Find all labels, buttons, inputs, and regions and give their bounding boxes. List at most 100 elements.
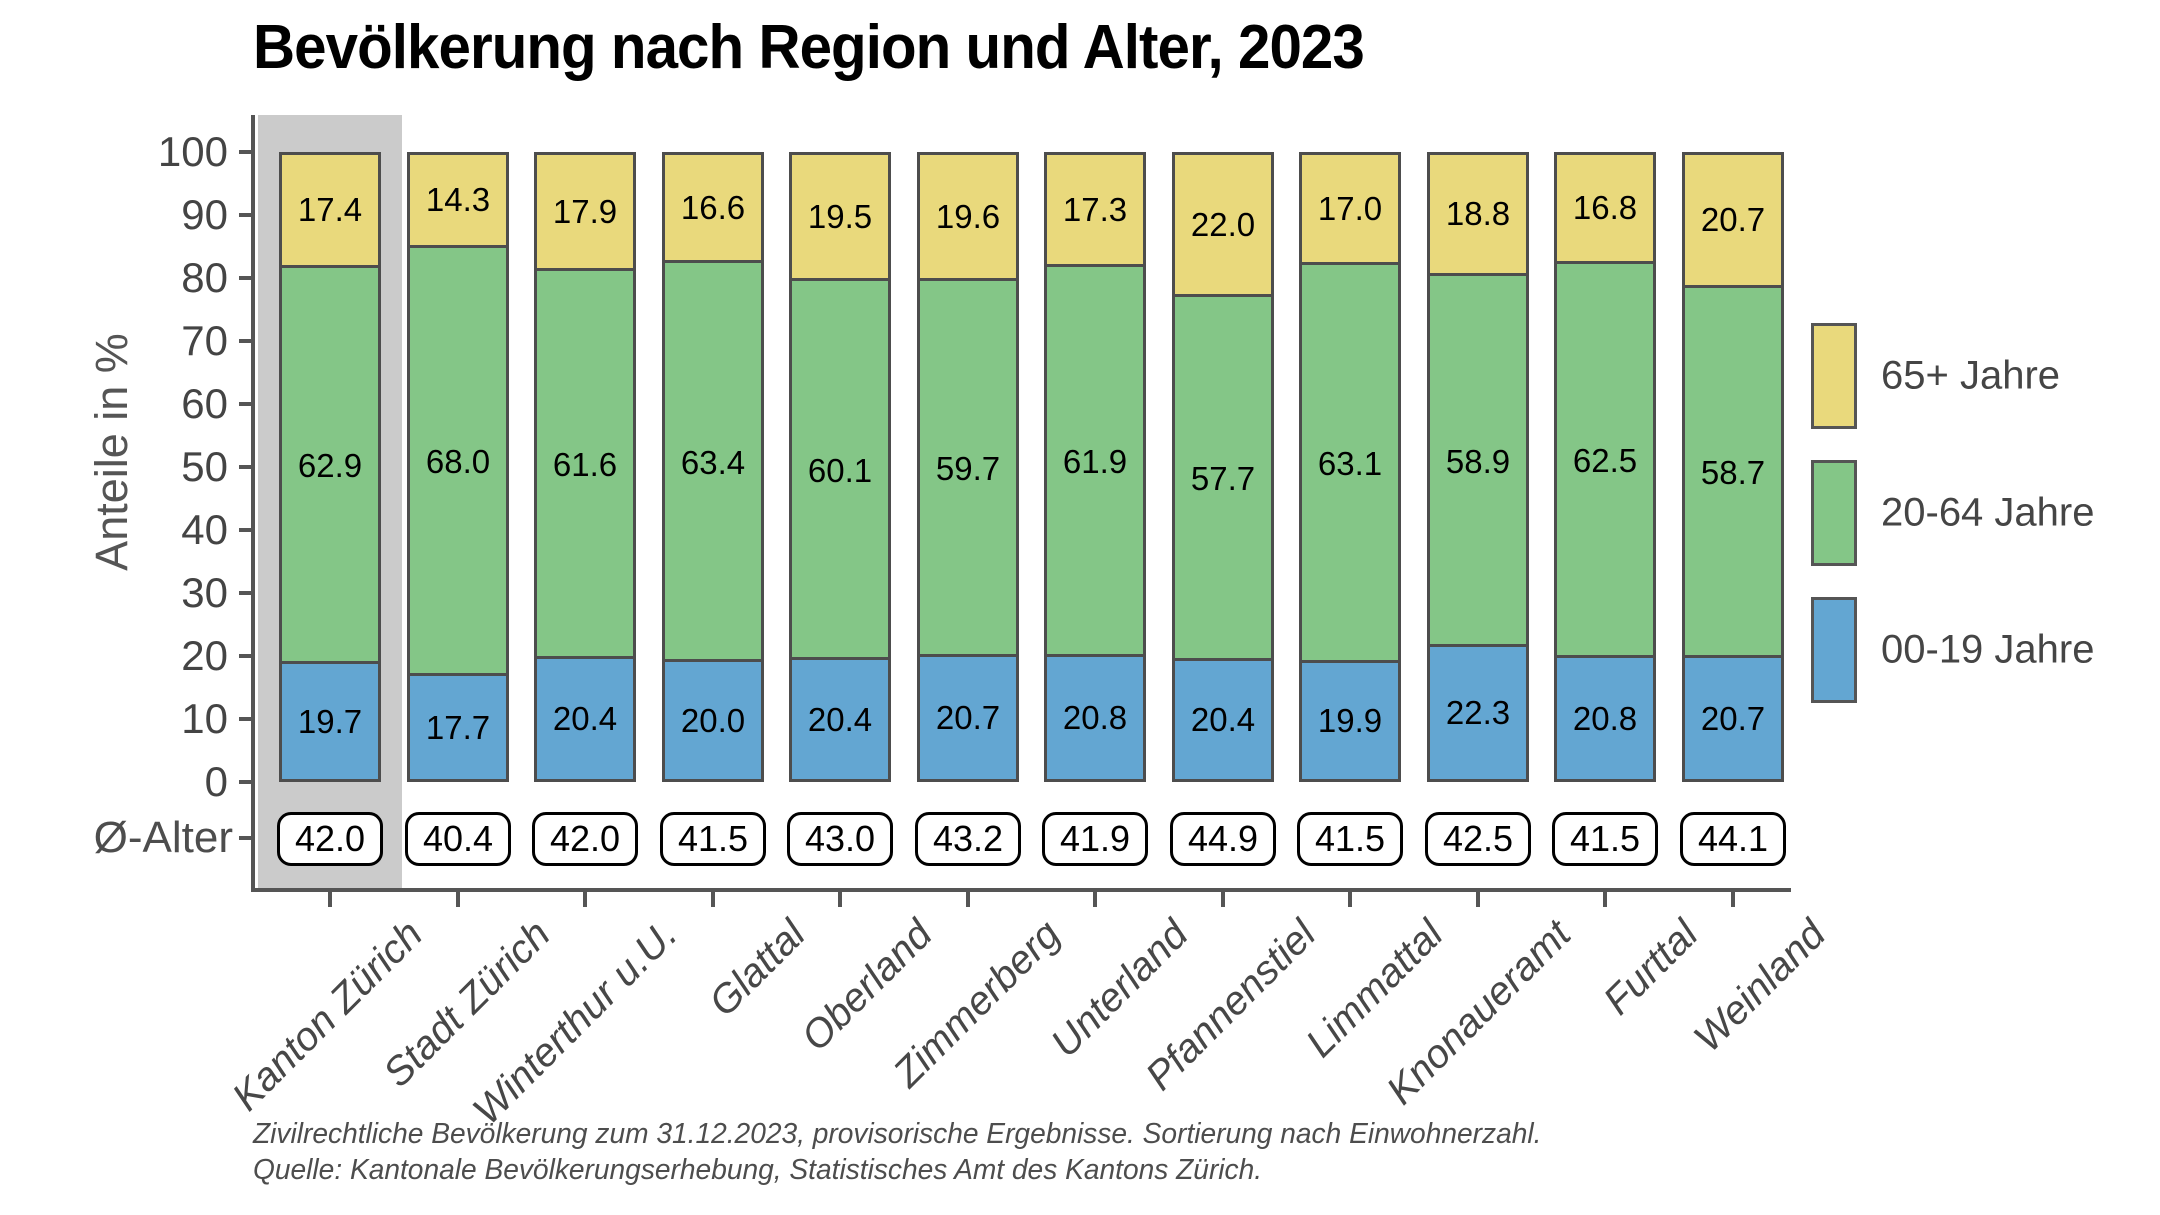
segment-value-label: 59.7 (935, 450, 1001, 487)
legend-swatch-20-64-jahre (1811, 460, 1857, 566)
stacked-bar: 18.8 58.9 22.3 (1427, 152, 1529, 782)
x-tick (838, 892, 842, 907)
segment-value-label: 17.9 (552, 192, 618, 230)
x-tick (1731, 892, 1735, 907)
bar-segment-00-19-jahre: 20.8 (1557, 655, 1653, 779)
bar-segment-00-19-jahre: 20.7 (1685, 655, 1781, 779)
bar-segment-20-64-jahre: 58.7 (1685, 285, 1781, 658)
stacked-bar: 16.8 62.5 20.8 (1554, 152, 1656, 782)
segment-value-label: 17.0 (1317, 189, 1383, 227)
segment-value-label: 19.6 (935, 197, 1001, 235)
segment-value-label: 20.4 (807, 700, 873, 738)
avg-age-box: 41.5 (1552, 812, 1658, 866)
y-tick (239, 339, 252, 343)
bar-segment-20-64-jahre: 62.5 (1557, 261, 1653, 658)
avg-age-box: 42.5 (1425, 812, 1531, 866)
x-tick (1348, 892, 1352, 907)
y-tick-label: 20 (181, 632, 228, 679)
segment-value-label: 22.0 (1190, 205, 1256, 243)
segment-value-label: 18.8 (1445, 195, 1511, 232)
y-tick (239, 150, 252, 154)
legend-swatch-00-19-jahre (1811, 597, 1857, 703)
x-tick (1603, 892, 1607, 907)
bar-segment-20-64-jahre: 61.6 (537, 268, 633, 659)
bar-segment-00-19-jahre: 22.3 (1430, 644, 1526, 779)
footnote-line-1: Zivilrechtliche Bevölkerung zum 31.12.20… (253, 1118, 1542, 1150)
avg-age-box: 42.0 (532, 812, 638, 866)
bar-segment-65-jahre: 20.7 (1685, 155, 1781, 285)
bar-segment-00-19-jahre: 20.7 (920, 654, 1016, 779)
avg-age-box: 43.2 (915, 812, 1021, 866)
bar-segment-65-jahre: 17.9 (537, 155, 633, 268)
bar-segment-65-jahre: 22.0 (1175, 155, 1271, 294)
x-tick (456, 892, 460, 907)
x-tick (711, 892, 715, 907)
footnote-line-2: Quelle: Kantonale Bevölkerungserhebung, … (253, 1154, 1263, 1186)
y-tick (239, 717, 252, 721)
segment-value-label: 58.9 (1445, 442, 1511, 480)
bar-segment-00-19-jahre: 19.9 (1302, 660, 1398, 779)
stacked-bar: 20.7 58.7 20.7 (1682, 152, 1784, 782)
segment-value-label: 20.7 (1700, 699, 1766, 737)
bar-segment-00-19-jahre: 19.7 (282, 661, 378, 779)
x-tick (1093, 892, 1097, 907)
bar-segment-00-19-jahre: 20.4 (537, 656, 633, 779)
legend-label: 00-19 Jahre (1881, 627, 2095, 672)
segment-value-label: 20.8 (1572, 699, 1638, 737)
avg-age-axis-label: Ø-Alter (93, 813, 233, 862)
stacked-bar: 17.0 63.1 19.9 (1299, 152, 1401, 782)
segment-value-label: 19.9 (1317, 702, 1383, 739)
y-tick (239, 591, 252, 595)
segment-value-label: 68.0 (425, 443, 491, 480)
avg-age-box: 40.4 (405, 812, 511, 866)
stacked-bar: 22.0 57.7 20.4 (1172, 152, 1274, 782)
x-axis-line (251, 888, 1791, 892)
bar-segment-65-jahre: 19.5 (792, 155, 888, 278)
bar-segment-65-jahre: 16.8 (1557, 155, 1653, 261)
segment-value-label: 62.5 (1572, 442, 1638, 479)
segment-value-label: 17.3 (1062, 190, 1128, 228)
y-tick-label: 100 (157, 128, 228, 175)
stacked-bar: 17.4 62.9 19.7 (279, 152, 381, 782)
stacked-bar: 16.6 63.4 20.0 (662, 152, 764, 782)
bar-segment-00-19-jahre: 20.0 (665, 659, 761, 779)
segment-value-label: 19.5 (807, 197, 873, 235)
bar-segment-20-64-jahre: 61.9 (1047, 264, 1143, 657)
y-tick-label: 80 (181, 254, 228, 301)
chart-title: Bevölkerung nach Region und Alter, 2023 (253, 13, 1365, 82)
y-tick-label: 10 (181, 695, 228, 742)
bar-segment-20-64-jahre: 59.7 (920, 278, 1016, 657)
bar-segment-20-64-jahre: 63.4 (665, 260, 761, 662)
bar-segment-20-64-jahre: 68.0 (410, 245, 506, 676)
x-category-label: Glattal (701, 912, 815, 1025)
x-tick (966, 892, 970, 907)
x-category-label: Weinland (1685, 912, 1835, 1061)
x-tick (328, 892, 332, 907)
bar-segment-20-64-jahre: 63.1 (1302, 262, 1398, 663)
bar-segment-65-jahre: 17.4 (282, 155, 378, 265)
y-tick (239, 276, 252, 280)
legend-label: 65+ Jahre (1881, 353, 2061, 398)
y-tick (239, 654, 252, 658)
stacked-bar: 19.6 59.7 20.7 (917, 152, 1019, 782)
avg-age-box: 41.5 (660, 812, 766, 866)
y-tick-label: 50 (181, 443, 228, 490)
segment-value-label: 63.4 (680, 443, 746, 481)
legend-item-00-19-jahre: 00-19 Jahre (1811, 597, 2160, 703)
bar-segment-65-jahre: 17.3 (1047, 155, 1143, 264)
avg-age-box: 44.1 (1680, 812, 1786, 866)
bar-segment-65-jahre: 18.8 (1430, 155, 1526, 273)
y-tick (239, 402, 252, 406)
stacked-bar: 17.9 61.6 20.4 (534, 152, 636, 782)
bar-segment-65-jahre: 16.6 (665, 155, 761, 260)
bar-segment-20-64-jahre: 58.9 (1430, 273, 1526, 647)
y-tick (239, 780, 252, 784)
avg-age-box: 44.9 (1170, 812, 1276, 866)
segment-value-label: 19.7 (297, 702, 363, 740)
segment-value-label: 61.6 (552, 446, 618, 483)
x-tick (1221, 892, 1225, 907)
segment-value-label: 20.7 (1700, 201, 1766, 238)
y-axis-line (251, 115, 255, 892)
